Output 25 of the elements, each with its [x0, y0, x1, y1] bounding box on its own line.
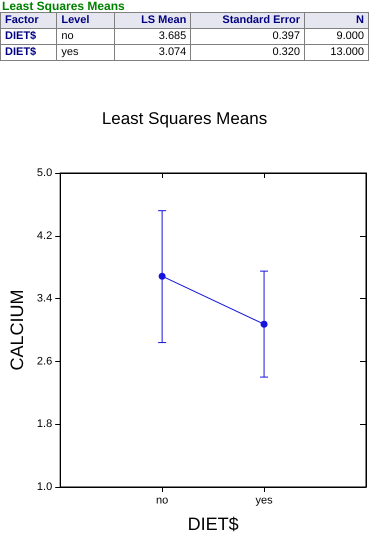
text: 3.074 [114, 44, 191, 60]
y-tick-label: 1.8 [36, 418, 52, 430]
text: Least Squares Means [2, 0, 126, 13]
text: 0.397 [190, 28, 304, 44]
y-tick-label: 2.6 [36, 355, 52, 368]
text: no [56, 28, 115, 44]
text: Level [56, 12, 115, 28]
text: 13.000 [304, 44, 368, 60]
text: LS Mean [114, 12, 191, 28]
text: Factor [0, 12, 57, 28]
y-axis-title: CALCIUM [7, 289, 27, 371]
y-tick-label: 4.2 [36, 230, 52, 242]
text: 0.320 [190, 44, 304, 60]
y-tick-label: 3.4 [36, 292, 52, 305]
text: 3.685 [114, 28, 191, 44]
text: DIET$ [0, 28, 57, 44]
text: DIET$ [0, 44, 57, 60]
chart-title: Least Squares Means [102, 109, 268, 128]
x-axis-title: DIET$ [188, 514, 239, 534]
text: yes [56, 44, 115, 60]
y-tick-label: 1.0 [36, 481, 52, 493]
y-tick-label: 5.0 [36, 167, 52, 179]
text: N [304, 12, 368, 28]
text: 9.000 [304, 28, 368, 44]
text: Standard Error [190, 12, 304, 28]
